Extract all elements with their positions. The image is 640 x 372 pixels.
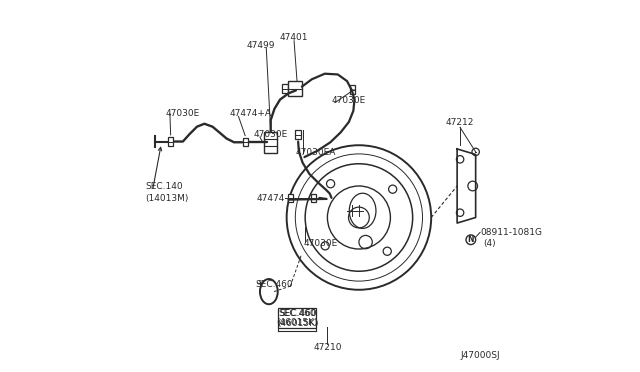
Text: 47030EA: 47030EA	[296, 148, 336, 157]
Text: (46015K): (46015K)	[276, 318, 318, 327]
Text: 47401: 47401	[280, 33, 308, 42]
Text: 47499: 47499	[246, 41, 275, 50]
Text: 47030E: 47030E	[303, 239, 337, 248]
Text: SEC.460: SEC.460	[278, 310, 316, 318]
Text: SEC.460: SEC.460	[279, 310, 317, 318]
FancyBboxPatch shape	[264, 132, 277, 153]
FancyBboxPatch shape	[288, 81, 302, 96]
FancyBboxPatch shape	[282, 84, 288, 93]
Text: (4): (4)	[483, 239, 496, 248]
FancyBboxPatch shape	[295, 130, 301, 140]
Text: SEC.140: SEC.140	[145, 182, 182, 190]
Text: SEC.460: SEC.460	[255, 280, 292, 289]
FancyBboxPatch shape	[288, 194, 293, 202]
Text: 47030E: 47030E	[166, 109, 200, 118]
Text: 47210: 47210	[313, 343, 342, 352]
Text: 47030E: 47030E	[331, 96, 365, 105]
FancyBboxPatch shape	[311, 193, 316, 202]
FancyBboxPatch shape	[350, 85, 355, 94]
Text: N: N	[468, 235, 474, 244]
FancyBboxPatch shape	[243, 138, 248, 146]
FancyBboxPatch shape	[168, 137, 173, 145]
FancyBboxPatch shape	[278, 308, 316, 328]
Text: (14013M): (14013M)	[145, 195, 188, 203]
Text: 08911-1081G: 08911-1081G	[480, 228, 542, 237]
Text: J47000SJ: J47000SJ	[460, 351, 500, 360]
Text: 47474: 47474	[257, 195, 285, 203]
Text: 47474+A: 47474+A	[229, 109, 271, 118]
Text: 47212: 47212	[446, 119, 474, 128]
Text: (46015K): (46015K)	[277, 320, 319, 328]
Text: 47030E: 47030E	[253, 129, 287, 139]
